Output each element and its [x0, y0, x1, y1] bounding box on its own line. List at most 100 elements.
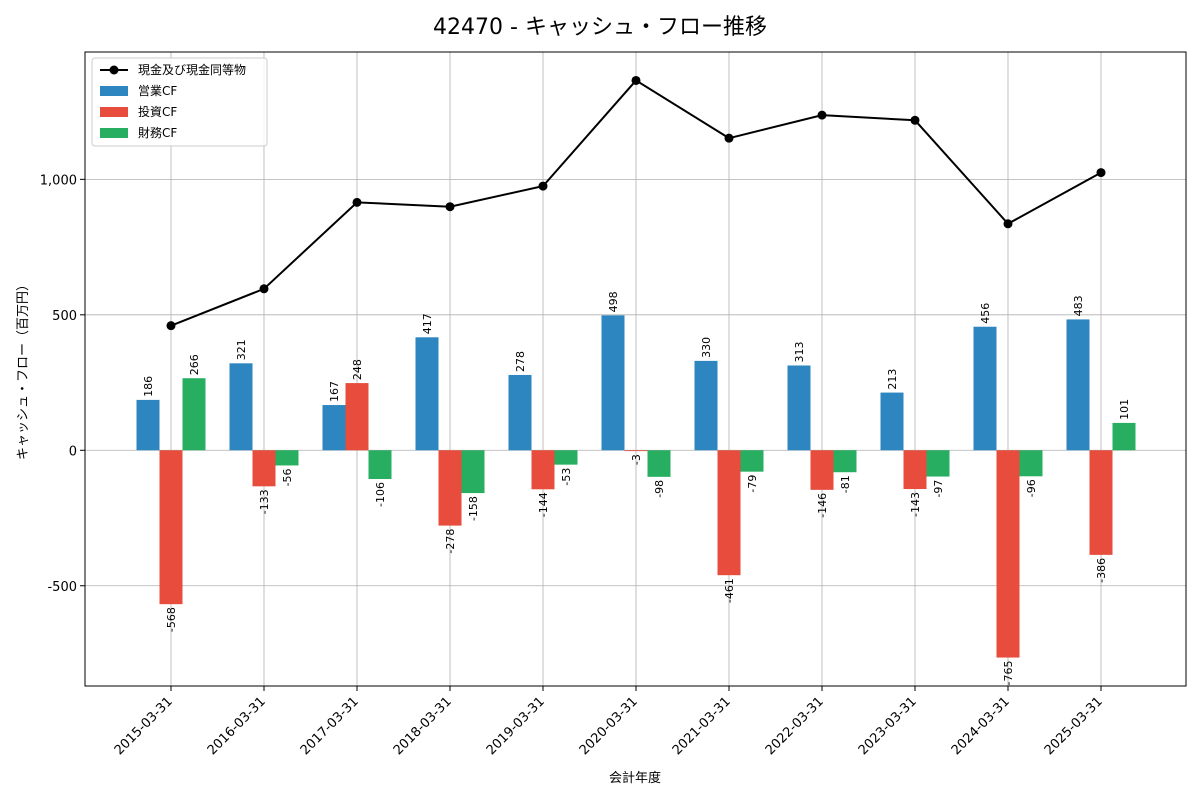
- bar-value-label: 278: [514, 351, 527, 372]
- bar: [694, 360, 718, 451]
- bar: [926, 450, 950, 477]
- x-tick-label: 2025-03-31: [1042, 694, 1106, 758]
- legend-swatch: [100, 107, 128, 117]
- x-tick-label: 2017-03-31: [298, 694, 362, 758]
- bar-value-label: -143: [909, 492, 922, 517]
- bar: [159, 450, 183, 605]
- bar: [554, 450, 578, 465]
- cash-point: [1096, 168, 1106, 178]
- bar-value-label: -146: [816, 493, 829, 518]
- bar-value-label: -56: [281, 468, 294, 486]
- y-tick-label: 500: [52, 309, 77, 324]
- bar-value-label: -158: [467, 496, 480, 521]
- x-tick-label: 2023-03-31: [856, 694, 920, 758]
- bar-value-label: -97: [932, 480, 945, 498]
- legend-label: 投資CF: [138, 104, 177, 119]
- bar-labels: 186 321 167 417 278 498 330 313 213 456 483 -568 -13…: [142, 291, 1131, 685]
- bar-value-label: 417: [421, 313, 434, 334]
- bar: [415, 337, 439, 451]
- bar: [1019, 450, 1043, 477]
- legend-label: 現金及び現金同等物: [138, 62, 246, 77]
- bar-value-label: 213: [886, 369, 899, 390]
- legend-swatch: [100, 86, 128, 96]
- bar-value-label: -81: [839, 475, 852, 493]
- bar-value-label: 167: [328, 381, 341, 402]
- bar: [601, 315, 625, 451]
- bar: [229, 363, 253, 451]
- bar: [717, 450, 741, 576]
- bar: [903, 450, 927, 490]
- cash-point: [259, 284, 269, 294]
- bar-value-label: 101: [1118, 399, 1131, 420]
- bar-value-label: 330: [700, 337, 713, 358]
- bar: [1066, 319, 1090, 451]
- bar-value-label: -79: [746, 475, 759, 493]
- cash-point: [352, 197, 362, 207]
- bar: [1112, 422, 1136, 451]
- x-tick-label: 2024-03-31: [949, 694, 1013, 758]
- bar: [182, 378, 206, 451]
- chart-title: 42470 - キャッシュ・フロー推移: [433, 15, 767, 40]
- x-tick-label: 2018-03-31: [391, 694, 455, 758]
- bar-value-label: 456: [979, 303, 992, 324]
- x-axis-label: 会計年度: [609, 770, 661, 786]
- legend-label: 財務CF: [138, 125, 177, 140]
- x-ticks: 2015-03-31 2016-03-31 2017-03-31 2018-03-31…: [112, 686, 1106, 758]
- bar: [833, 450, 857, 473]
- bar-value-label: -568: [165, 607, 178, 632]
- legend-swatch: [100, 128, 128, 138]
- bar: [461, 450, 485, 494]
- bar-value-label: 186: [142, 376, 155, 397]
- cash-point: [1003, 219, 1013, 229]
- x-tick-label: 2016-03-31: [205, 694, 269, 758]
- cash-point: [166, 321, 176, 331]
- legend-label: 営業CF: [138, 84, 177, 98]
- legend-marker: [109, 65, 119, 75]
- bar: [508, 374, 532, 451]
- bar: [973, 326, 997, 451]
- x-tick-label: 2020-03-31: [577, 694, 641, 758]
- bar: [531, 450, 555, 490]
- y-tick-label: 1,000: [40, 173, 77, 188]
- bar: [345, 383, 369, 451]
- cash-point: [910, 115, 920, 125]
- bar: [647, 450, 671, 477]
- bar-value-label: 498: [607, 291, 620, 312]
- cash-point: [538, 181, 548, 191]
- bar-value-label: -386: [1095, 558, 1108, 583]
- x-tick-label: 2022-03-31: [763, 694, 827, 758]
- bar-value-label: -278: [444, 529, 457, 554]
- bar-value-label: -3: [630, 454, 643, 465]
- y-ticks: -500 0 500 1,000: [40, 173, 85, 595]
- y-tick-label: 0: [69, 444, 77, 459]
- bar-value-label: -98: [653, 480, 666, 498]
- bar-value-label: 248: [351, 359, 364, 380]
- bar: [136, 399, 160, 451]
- y-tick-label: -500: [47, 580, 77, 595]
- bar: [275, 450, 299, 466]
- cash-line: [166, 75, 1106, 331]
- x-tick-label: 2015-03-31: [112, 694, 176, 758]
- cash-point: [631, 75, 641, 85]
- bars: [136, 315, 1136, 658]
- legend-box: [91, 57, 268, 147]
- x-tick-label: 2019-03-31: [484, 694, 548, 758]
- bar-value-label: -96: [1025, 479, 1038, 497]
- bar: [438, 450, 462, 526]
- bar: [740, 450, 764, 472]
- cash-point: [817, 110, 827, 120]
- bar-value-label: 483: [1072, 295, 1085, 316]
- bar: [1089, 450, 1113, 555]
- bar: [996, 450, 1020, 658]
- bar-value-label: -106: [374, 482, 387, 507]
- bar: [252, 450, 276, 487]
- bar: [880, 392, 904, 451]
- bar: [787, 365, 811, 451]
- bar-value-label: -133: [258, 489, 271, 514]
- x-tick-label: 2021-03-31: [670, 694, 734, 758]
- bar-value-label: 313: [793, 341, 806, 362]
- bar-value-label: -765: [1002, 661, 1015, 686]
- bar: [624, 450, 648, 452]
- bar-value-label: -144: [537, 492, 550, 517]
